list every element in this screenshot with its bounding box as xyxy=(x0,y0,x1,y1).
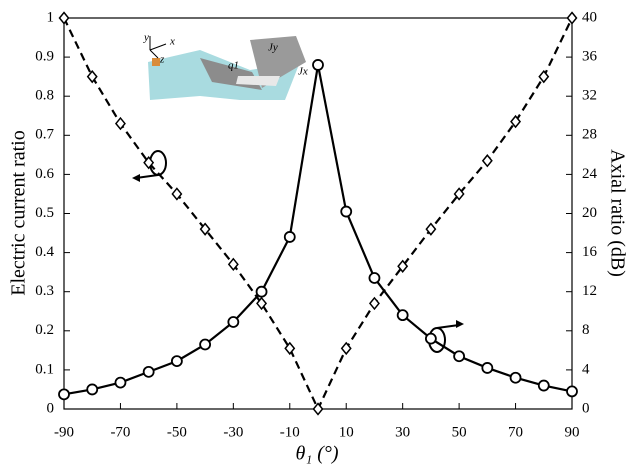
x-tick-label: 50 xyxy=(452,424,467,440)
y-tick-label: 0.7 xyxy=(35,127,54,143)
y2-tick-label: 20 xyxy=(582,205,597,221)
y-tick-label: 0.2 xyxy=(35,322,54,338)
x-tick-label: 70 xyxy=(508,424,523,440)
series-line xyxy=(64,18,572,409)
circle-marker xyxy=(200,339,210,349)
circle-marker xyxy=(87,384,97,394)
y-tick-label: 0 xyxy=(47,400,55,416)
y2-tick-label: 8 xyxy=(582,322,590,338)
diamond-marker xyxy=(314,404,323,415)
circle-marker xyxy=(144,367,154,377)
y2-axis-label: Axial ratio (dB) xyxy=(606,149,628,277)
x-tick-label: -90 xyxy=(54,424,74,440)
x-axis-label: θ₁ (°) xyxy=(295,443,338,465)
plot-frame xyxy=(64,18,572,409)
circle-marker xyxy=(426,334,436,344)
y-tick-label: 0.5 xyxy=(35,205,54,221)
y2-tick-label: 40 xyxy=(582,9,597,25)
y2-tick-label: 28 xyxy=(582,127,597,143)
circle-marker xyxy=(228,317,238,327)
x-tick-label: -50 xyxy=(167,424,187,440)
x-tick-label: 90 xyxy=(565,424,580,440)
circle-marker xyxy=(482,363,492,373)
inset-label: z xyxy=(159,54,165,66)
circle-marker xyxy=(539,381,549,391)
inset-label: Jx xyxy=(298,66,308,78)
circle-marker xyxy=(454,351,464,361)
x-tick-label: -30 xyxy=(223,424,243,440)
annotation-arrowhead xyxy=(132,174,140,182)
diamond-marker xyxy=(483,155,492,166)
x-tick-label: 30 xyxy=(395,424,410,440)
inset-illustration: y x z q1 Jy Jx xyxy=(143,32,308,100)
inset-label: y xyxy=(143,32,149,44)
circle-marker xyxy=(172,356,182,366)
circle-marker xyxy=(398,310,408,320)
y2-tick-label: 32 xyxy=(582,88,597,104)
circle-marker xyxy=(341,207,351,217)
diamond-marker xyxy=(370,298,379,309)
y2-tick-label: 12 xyxy=(582,283,597,299)
y-tick-label: 1 xyxy=(47,9,55,25)
series-line xyxy=(64,65,572,394)
y-tick-label: 0.6 xyxy=(35,166,54,182)
annotation-arrowhead xyxy=(456,320,464,328)
y-tick-label: 0.9 xyxy=(35,49,54,65)
y-tick-label: 0.1 xyxy=(35,361,54,377)
circle-marker xyxy=(257,287,267,297)
diamond-marker xyxy=(568,13,577,24)
circle-marker xyxy=(59,389,69,399)
y-tick-label: 0.4 xyxy=(35,244,54,260)
x-tick-label: 10 xyxy=(339,424,354,440)
y2-tick-label: 0 xyxy=(582,400,590,416)
inset-label: Jy xyxy=(268,42,278,54)
y2-tick-label: 4 xyxy=(582,361,590,377)
y-tick-label: 0.8 xyxy=(35,88,54,104)
annotation-arrow xyxy=(437,325,459,328)
x-tick-label: -70 xyxy=(110,424,130,440)
y2-tick-label: 36 xyxy=(582,49,598,65)
circle-marker xyxy=(511,373,521,383)
circle-marker xyxy=(285,232,295,242)
circle-marker xyxy=(115,378,125,388)
circle-marker xyxy=(313,60,323,70)
y2-tick-label: 24 xyxy=(582,166,598,182)
circle-marker xyxy=(369,273,379,283)
circle-marker xyxy=(567,386,577,396)
diamond-marker xyxy=(539,71,548,82)
x-tick-label: -10 xyxy=(280,424,300,440)
chart: y x z q1 Jy Jx θ₁ (°) Electric current r… xyxy=(0,0,634,469)
y-axis-label: Electric current ratio xyxy=(8,130,30,295)
inset-label: q1 xyxy=(228,60,239,72)
y-tick-label: 0.3 xyxy=(35,283,54,299)
inset-shape xyxy=(152,58,160,66)
y2-tick-label: 16 xyxy=(582,244,598,260)
inset-label: x xyxy=(169,36,175,48)
diamond-marker xyxy=(60,13,69,24)
